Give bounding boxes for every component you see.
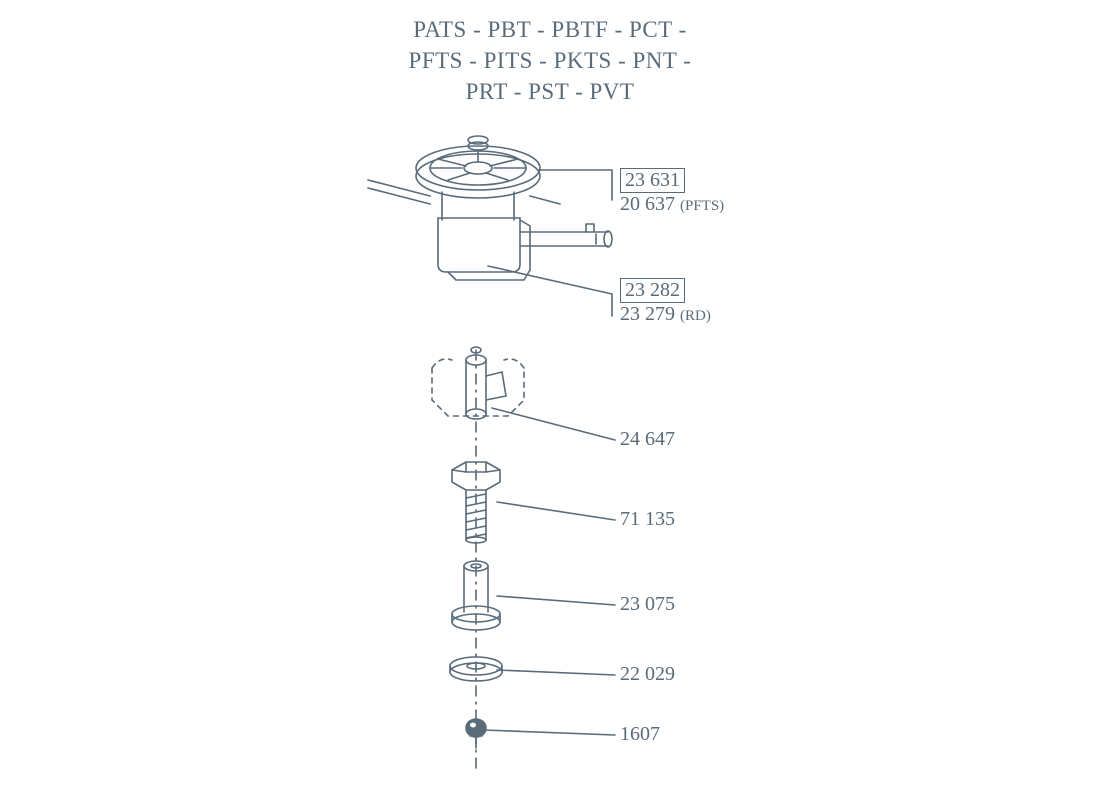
label-connector: 24 647 (620, 428, 675, 451)
label-sleeve: 23 075 (620, 593, 675, 616)
part-number-gearbox-alt: 23 279 (620, 303, 675, 325)
label-gearbox: 23 282 23 279 (RD) (620, 278, 711, 326)
part-number-sleeve: 23 075 (620, 593, 675, 615)
part-note-pulley: (PFTS) (680, 198, 724, 214)
label-washer: 22 029 (620, 663, 675, 686)
label-pulley: 23 631 20 637 (PFTS) (620, 168, 724, 216)
part-note-gearbox: (RD) (680, 308, 711, 324)
label-bolt: 71 135 (620, 508, 675, 531)
part-number-plug: 1607 (620, 723, 660, 745)
label-plug: 1607 (620, 723, 660, 746)
part-number-gearbox: 23 282 (620, 278, 685, 303)
part-number-pulley: 23 631 (620, 168, 685, 193)
part-number-pulley-alt: 20 637 (620, 193, 675, 215)
exploded-diagram (0, 0, 1100, 800)
part-number-washer: 22 029 (620, 663, 675, 685)
part-number-connector: 24 647 (620, 428, 675, 450)
part-number-bolt: 71 135 (620, 508, 675, 530)
